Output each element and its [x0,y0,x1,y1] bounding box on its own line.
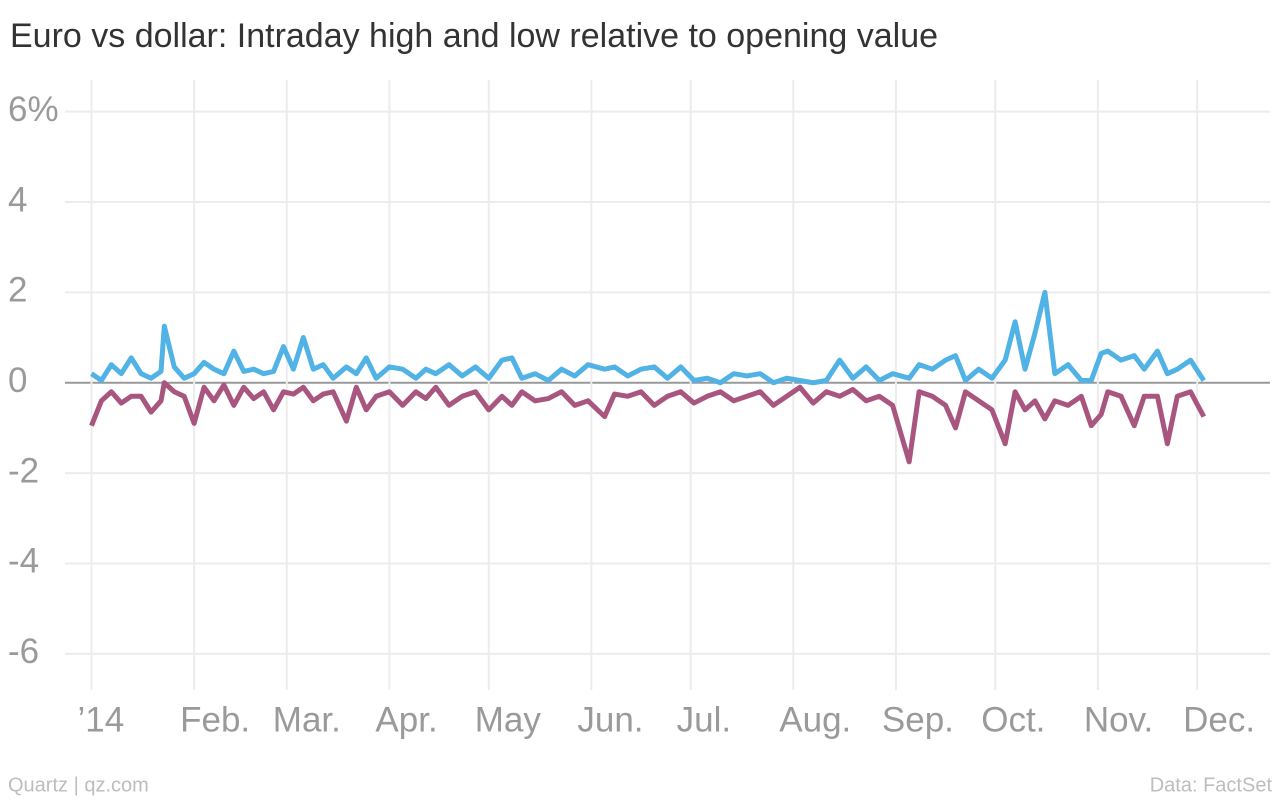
chart-title: Euro vs dollar: Intraday high and low re… [10,17,938,55]
x-tick-label: Jul. [677,700,731,739]
y-tick-label: 0 [8,361,27,400]
source-left: Quartz | qz.com [8,774,149,796]
x-tick-label: Dec. [1183,700,1255,739]
y-tick-label: 4 [8,180,27,219]
x-tick-label: Jun. [577,700,643,739]
x-tick-label: Oct. [981,700,1045,739]
x-tick-label: Feb. [180,700,250,739]
y-tick-label: 2 [8,271,27,310]
x-tick-label: ’14 [77,700,124,739]
series-line [90,289,1206,386]
x-tick-label: May [475,700,542,739]
y-tick-label: -2 [8,451,39,490]
y-tick-label: -4 [8,542,39,581]
x-tick-label: Nov. [1084,700,1153,739]
x-tick-label: Apr. [375,700,437,739]
x-tick-label: Mar. [273,700,341,739]
y-tick-label: -6 [8,632,39,671]
x-tick-label: Sep. [882,700,954,739]
x-tick-label: Aug. [779,700,851,739]
source-right: Data: FactSet [1150,774,1273,796]
y-tick-label: 6% [8,90,59,129]
series-line [89,380,1206,465]
